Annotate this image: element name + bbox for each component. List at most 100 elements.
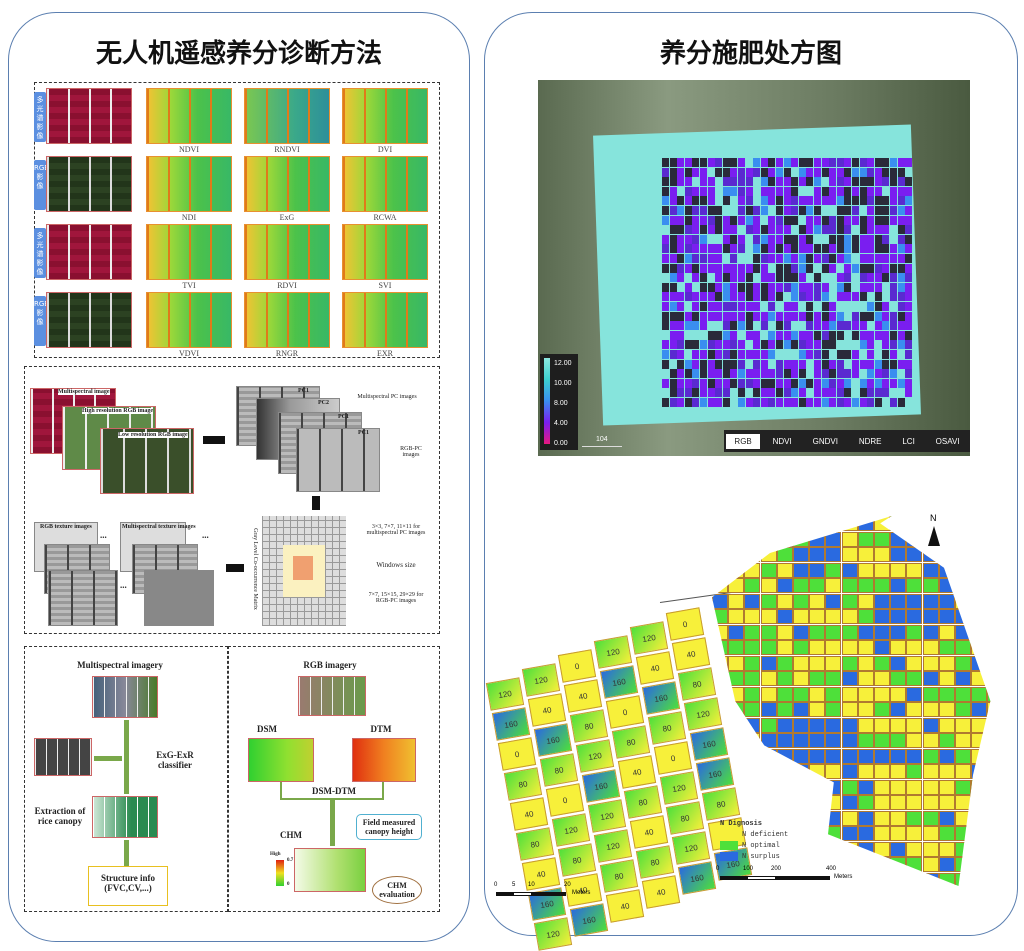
map-cell bbox=[722, 254, 730, 263]
field-cell bbox=[776, 609, 793, 624]
field-cell bbox=[841, 764, 858, 779]
map-cell bbox=[829, 340, 837, 350]
tab-osavi[interactable]: OSAVI bbox=[935, 436, 960, 446]
map-cell bbox=[821, 234, 829, 244]
map-cell bbox=[715, 311, 723, 321]
field-cell bbox=[760, 578, 777, 593]
vi-label: ExG bbox=[279, 213, 295, 222]
map-cell bbox=[882, 378, 890, 388]
map-cell bbox=[715, 302, 723, 311]
map-cell bbox=[700, 350, 707, 359]
map-cell bbox=[707, 359, 715, 369]
map-cell bbox=[852, 244, 859, 254]
map-cell bbox=[662, 388, 669, 398]
map-cell bbox=[798, 302, 806, 311]
field-cell bbox=[938, 717, 955, 733]
low-res-rgb-label: Low resolution RGB image bbox=[118, 432, 188, 438]
field-cell bbox=[955, 733, 971, 748]
map-cell bbox=[738, 158, 745, 167]
map-cell bbox=[730, 388, 738, 398]
tab-ndre[interactable]: NDRE bbox=[858, 436, 882, 446]
map-cell bbox=[707, 263, 715, 273]
map-cell bbox=[890, 350, 897, 359]
map-cell bbox=[874, 398, 882, 407]
field-cell bbox=[841, 826, 858, 841]
map-cell bbox=[684, 225, 692, 235]
field-cell bbox=[793, 748, 809, 764]
map-cell bbox=[715, 282, 723, 292]
field-cell bbox=[825, 640, 842, 655]
map-cell bbox=[760, 186, 768, 196]
map-cell bbox=[859, 177, 867, 187]
map-cell bbox=[745, 282, 753, 292]
map-cell bbox=[890, 302, 897, 311]
map-cell bbox=[753, 177, 761, 187]
map-cell bbox=[874, 350, 882, 359]
inset-scale-labels: 0 5 10 20 Meters bbox=[494, 882, 614, 896]
map-cell bbox=[700, 206, 707, 215]
map-cell bbox=[852, 167, 859, 177]
field-cell bbox=[776, 593, 793, 609]
map-cell bbox=[844, 398, 852, 407]
arrow-icon bbox=[124, 720, 129, 794]
map-cell bbox=[897, 388, 905, 398]
field-cell bbox=[776, 671, 793, 686]
map-cell bbox=[836, 263, 844, 273]
field-cell bbox=[793, 562, 809, 578]
map-cell bbox=[791, 369, 799, 379]
map-cell bbox=[753, 311, 761, 321]
window-size-top: 3×3, 7×7, 11×11 for multispectral PC ima… bbox=[366, 524, 426, 536]
map-cell bbox=[829, 359, 837, 369]
tab-rgb[interactable]: RGB bbox=[726, 433, 760, 449]
map-cell bbox=[844, 369, 852, 379]
map-cell bbox=[692, 225, 700, 235]
map-cell bbox=[700, 398, 707, 407]
legend-swatch bbox=[720, 852, 738, 861]
map-cell bbox=[722, 302, 730, 311]
map-cell bbox=[753, 378, 761, 388]
map-cell bbox=[715, 359, 723, 369]
map-cell bbox=[897, 167, 905, 177]
rgb-texture-label: RGB texture images bbox=[40, 524, 92, 530]
map-cell bbox=[791, 225, 799, 235]
map-cell bbox=[874, 340, 882, 350]
map-cell bbox=[890, 398, 897, 407]
scale-tick: 0 bbox=[716, 866, 720, 872]
map-cell bbox=[844, 330, 852, 340]
tab-gndvi[interactable]: GNDVI bbox=[812, 436, 838, 446]
field-cell bbox=[890, 593, 907, 609]
map-cell bbox=[798, 398, 806, 407]
map-cell bbox=[905, 206, 913, 215]
map-cell bbox=[684, 158, 692, 167]
map-cell bbox=[836, 311, 844, 321]
map-cell bbox=[783, 311, 791, 321]
vi-map bbox=[146, 292, 232, 348]
map-cell bbox=[722, 167, 730, 177]
map-cell bbox=[882, 225, 890, 235]
map-cell bbox=[745, 244, 753, 254]
map-cell bbox=[852, 302, 859, 311]
map-cell bbox=[798, 158, 806, 167]
plot-rate: 120 bbox=[593, 829, 633, 863]
map-cell bbox=[760, 263, 768, 273]
map-cell bbox=[722, 215, 730, 225]
map-cell bbox=[707, 186, 715, 196]
tab-lci[interactable]: LCI bbox=[902, 436, 915, 446]
rgb-imagery bbox=[298, 676, 366, 716]
map-cell bbox=[677, 350, 685, 359]
map-cell bbox=[722, 340, 730, 350]
map-cell bbox=[791, 302, 799, 311]
structure-rgb-box bbox=[228, 646, 440, 912]
map-cell bbox=[738, 398, 745, 407]
field-cell bbox=[841, 748, 858, 764]
tab-ndvi[interactable]: NDVI bbox=[772, 436, 792, 446]
map-cell bbox=[806, 378, 814, 388]
map-cell bbox=[844, 292, 852, 302]
map-cell bbox=[905, 330, 913, 340]
map-cell bbox=[798, 273, 806, 283]
map-cell bbox=[852, 340, 859, 350]
map-cell bbox=[677, 302, 685, 311]
map-cell bbox=[753, 244, 761, 254]
arrow-icon bbox=[124, 840, 129, 866]
map-cell bbox=[745, 369, 753, 379]
